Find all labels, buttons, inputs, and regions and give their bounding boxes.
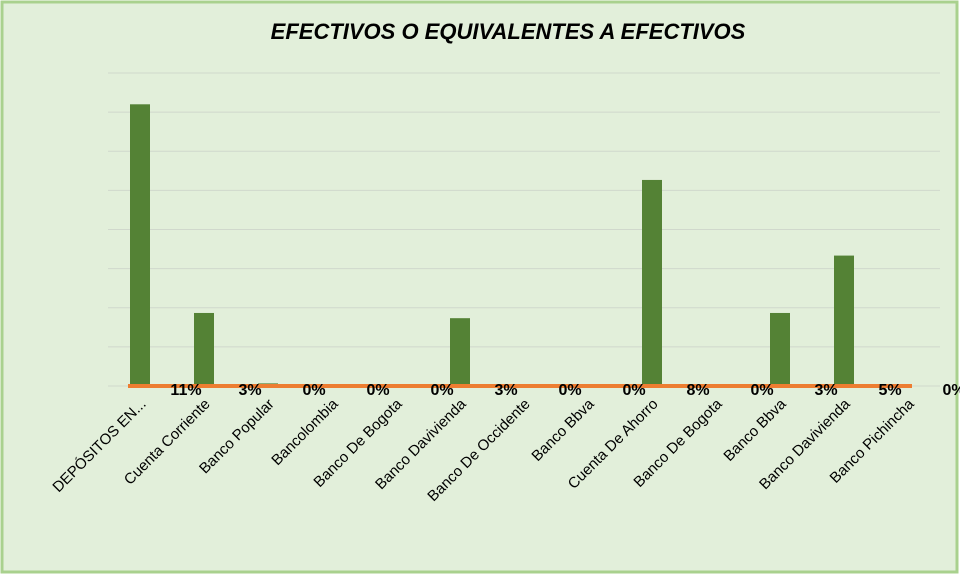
data-label: 3% — [814, 382, 837, 399]
bar — [194, 312, 214, 386]
data-label: 0% — [430, 382, 453, 399]
bar — [834, 255, 854, 386]
chart-title: EFECTIVOS O EQUIVALENTES A EFECTIVOS — [271, 19, 746, 44]
data-label: 5% — [878, 382, 901, 399]
data-label: 0% — [558, 382, 581, 399]
data-label: 11% — [170, 382, 201, 399]
bar — [450, 318, 470, 386]
data-label: 8% — [686, 382, 709, 399]
data-label: 3% — [494, 382, 517, 399]
data-label: 0% — [366, 382, 389, 399]
data-label: 0% — [622, 382, 645, 399]
bar — [642, 179, 662, 386]
bar — [770, 312, 790, 386]
data-label: 0% — [302, 382, 325, 399]
data-label: 0% — [750, 382, 773, 399]
bar — [130, 104, 150, 387]
data-label: 0% — [942, 382, 960, 399]
data-label: 3% — [238, 382, 261, 399]
